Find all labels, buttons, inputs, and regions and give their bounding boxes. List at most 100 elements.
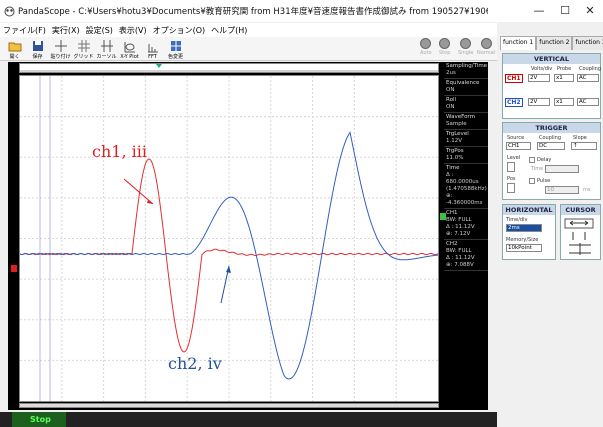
stop-button[interactable]: Stop (439, 38, 450, 56)
menu-view[interactable]: 表示(V) (118, 25, 147, 35)
ch1-waveform (19, 158, 439, 353)
coupling-label: Coupling (579, 66, 602, 72)
ch1-volts-select[interactable]: 2V (528, 74, 550, 82)
measurement-value: 11.0% (446, 155, 464, 161)
menu-options[interactable]: オプション(O) (152, 25, 206, 35)
waveform-plot[interactable]: ch1, iii ch2, iv (19, 75, 439, 402)
measurement-block: CH2 BW: FULL Δ : 11.12V ⊕: 7.088V (444, 240, 488, 271)
measurement-value: BW: FULL (446, 248, 472, 254)
source-label: Source (507, 135, 525, 141)
normal-button[interactable]: Normal (477, 38, 495, 56)
measurement-heading: CH2 (446, 241, 458, 247)
measurement-value: Δ : 11.12V (446, 255, 475, 261)
save-button[interactable]: 保存 (27, 37, 48, 60)
ch1-ground-marker[interactable] (11, 265, 17, 272)
vertical-section: VERTICAL Volts/div Probe Coupling CH1 2V… (502, 53, 601, 119)
ch2-probe-select[interactable]: x1 (554, 98, 574, 106)
status-bar: Stop (0, 412, 497, 427)
pulse-label: Pulse (537, 178, 551, 184)
ch2-volts-select[interactable]: 2V (528, 98, 550, 106)
measurement-heading: Sampling/Time (446, 63, 488, 69)
ch1-probe-select[interactable]: x1 (554, 74, 574, 82)
menu-help[interactable]: ヘルプ(H) (211, 25, 248, 35)
menu-run[interactable]: 実行(X) (51, 25, 80, 35)
measurement-heading: Time (446, 165, 460, 171)
color-change-button[interactable]: 色変更 (165, 37, 186, 60)
horizontal-scrollbar[interactable] (19, 403, 439, 408)
delay-checkbox[interactable] (529, 157, 535, 163)
ch1-coupling-select[interactable]: AC (577, 74, 599, 82)
measurement-value: Δ : 680.0000us (446, 172, 479, 185)
measurement-value: Sample (446, 121, 467, 127)
paste-button[interactable]: 貼り付け (50, 37, 71, 60)
measurement-block: Time Δ : 680.0000us (1.470588kHz) ⊕: -4.360… (444, 164, 488, 209)
volts-div-label: Volts/div (531, 66, 553, 72)
ch2-waveform (19, 131, 439, 380)
trigger-coupling-select[interactable]: DC (537, 142, 565, 150)
single-icon (460, 38, 472, 49)
trigger-level-marker[interactable] (440, 213, 446, 220)
measurement-value: ⊕: 7.12V (446, 231, 471, 237)
measurement-heading: TrgLevel (446, 131, 469, 137)
menu-bar: ファイル(F) 実行(X) 設定(S) 表示(V) オプション(O) ヘルプ(H… (0, 23, 497, 37)
grid-button[interactable]: グリッド (73, 37, 94, 60)
toolbar: 開く 保存 貼り付け グリッド カーソル X-Y Plot FFT 色変更 (0, 37, 497, 61)
time-label: Time (531, 166, 544, 172)
timediv-select[interactable]: 2ms (506, 224, 542, 232)
color-icon (170, 41, 181, 51)
memsize-label: Memory/Size (506, 237, 539, 243)
save-icon (32, 41, 43, 51)
ch1-toggle[interactable]: CH1 (505, 74, 523, 83)
waveform-svg (19, 76, 439, 401)
open-button[interactable]: 開く (4, 37, 25, 60)
pandascope-app-icon (4, 6, 15, 16)
close-button[interactable]: ✕ (585, 4, 595, 17)
fft-button[interactable]: FFT (142, 37, 163, 60)
auto-button[interactable]: Auto (420, 38, 432, 56)
single-button[interactable]: Single (458, 38, 473, 56)
cursor-button[interactable]: カーソル (96, 37, 117, 60)
measurement-block: Sampling/Time 2us (444, 62, 488, 79)
tab-function-2[interactable]: function 2 (536, 36, 573, 50)
measurement-block: Equivalence ON (444, 79, 488, 96)
measurement-panel: Sampling/Time 2us Equivalence ON Roll ON WaveF… (444, 62, 488, 332)
delay-time-input[interactable] (545, 165, 579, 173)
level-spinner[interactable] (507, 162, 515, 172)
time-axis-ruler[interactable] (19, 63, 439, 73)
tab-function-1[interactable]: function 1 (500, 36, 537, 50)
ch2-toggle[interactable]: CH2 (505, 98, 523, 107)
measurement-heading: TrgPos (446, 148, 464, 154)
pulse-width-input[interactable]: 10 (545, 186, 579, 194)
menu-file[interactable]: ファイル(F) (3, 25, 46, 35)
normal-icon (480, 38, 492, 49)
run-status: Stop (12, 412, 66, 427)
measurement-block: TrgPos 11.0% (444, 147, 488, 164)
measurement-heading: WaveForm (446, 114, 475, 120)
plot-grid (20, 76, 438, 401)
measurement-value: ON (446, 87, 455, 93)
measurement-value: ON (446, 104, 455, 110)
measurement-value: BW: FULL (446, 217, 472, 223)
measurement-block: WaveForm Sample (444, 113, 488, 130)
window-title: PandaScope - C:¥Users¥hotu3¥Documents¥教育… (18, 7, 488, 17)
xy-plot-button[interactable]: X-Y Plot (119, 37, 140, 60)
folder-icon (8, 42, 21, 52)
xy-plot-icon (124, 42, 135, 53)
measurement-block: CH1 BW: FULL Δ : 11.12V ⊕: 7.12V (444, 209, 488, 240)
cursor-controls[interactable] (561, 215, 600, 257)
title-bar: PandaScope - C:¥Users¥hotu3¥Documents¥教育… (0, 0, 603, 22)
trigger-position-marker[interactable] (156, 64, 162, 68)
trigger-source-select[interactable]: CH1 (506, 142, 531, 150)
control-panel: function 1 function 2 function 3 VERTICA… (500, 36, 603, 427)
ch2-arrowhead (226, 266, 231, 273)
maximize-button[interactable]: ☐ (560, 4, 570, 17)
memsize-select[interactable]: 10kPoint (506, 244, 542, 252)
measurement-value: 2us (446, 70, 456, 76)
menu-settings[interactable]: 設定(S) (85, 25, 113, 35)
minimize-button[interactable]: — (533, 4, 545, 17)
trigger-slope-select[interactable]: ↑ (571, 142, 597, 150)
pulse-checkbox[interactable] (529, 178, 535, 184)
tab-function-3[interactable]: function 3 (572, 36, 603, 50)
ch2-coupling-select[interactable]: AC (577, 98, 599, 106)
pos-spinner[interactable] (507, 183, 515, 193)
